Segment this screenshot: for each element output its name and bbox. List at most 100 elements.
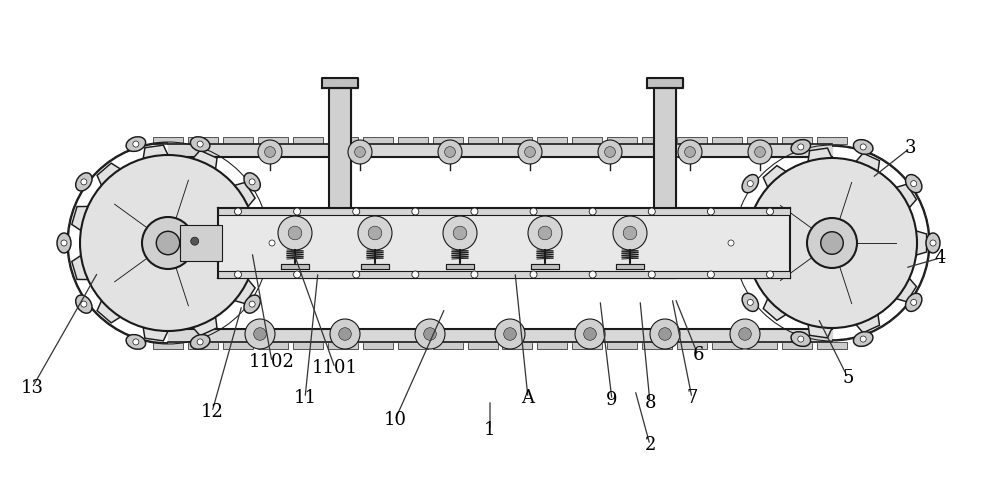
Polygon shape <box>72 256 88 280</box>
Polygon shape <box>193 317 217 336</box>
Circle shape <box>530 271 537 278</box>
Bar <box>258 137 288 144</box>
Polygon shape <box>739 207 755 231</box>
Polygon shape <box>72 206 88 230</box>
Bar <box>502 342 532 349</box>
Text: 8: 8 <box>644 394 656 412</box>
Circle shape <box>525 147 535 157</box>
Bar <box>502 137 532 144</box>
Bar <box>782 342 812 349</box>
Circle shape <box>930 240 936 246</box>
Bar <box>293 137 323 144</box>
Circle shape <box>495 319 525 349</box>
Ellipse shape <box>244 295 260 313</box>
Bar <box>218 271 790 278</box>
Text: A: A <box>522 389 534 407</box>
Circle shape <box>339 328 351 340</box>
Ellipse shape <box>126 137 146 152</box>
Circle shape <box>911 181 917 186</box>
Ellipse shape <box>190 137 210 152</box>
Bar <box>223 342 253 349</box>
Text: 13: 13 <box>20 379 44 397</box>
Text: 5: 5 <box>842 369 854 387</box>
Text: 4: 4 <box>934 249 946 267</box>
Circle shape <box>530 208 537 215</box>
Polygon shape <box>235 280 255 304</box>
Circle shape <box>81 179 87 185</box>
Text: 10: 10 <box>384 411 406 429</box>
Ellipse shape <box>791 332 811 347</box>
Circle shape <box>438 140 462 164</box>
Ellipse shape <box>791 140 811 154</box>
Bar <box>398 137 428 144</box>
Circle shape <box>728 240 734 246</box>
Circle shape <box>730 319 760 349</box>
Circle shape <box>471 208 478 215</box>
Circle shape <box>254 328 266 340</box>
Circle shape <box>575 319 605 349</box>
Ellipse shape <box>244 173 260 191</box>
Bar <box>782 137 812 144</box>
Circle shape <box>538 226 552 240</box>
Circle shape <box>605 147 615 157</box>
Ellipse shape <box>853 332 873 347</box>
Ellipse shape <box>906 174 922 193</box>
Circle shape <box>707 208 714 215</box>
Circle shape <box>234 208 242 215</box>
Bar <box>293 342 323 349</box>
Bar <box>468 342 498 349</box>
Circle shape <box>358 216 392 250</box>
Circle shape <box>648 208 655 215</box>
Circle shape <box>269 240 275 246</box>
Circle shape <box>424 328 436 340</box>
Text: 7: 7 <box>686 389 698 407</box>
Circle shape <box>61 240 67 246</box>
Bar <box>188 342 218 349</box>
Circle shape <box>353 271 360 278</box>
Circle shape <box>415 319 445 349</box>
Circle shape <box>648 271 655 278</box>
Circle shape <box>707 271 714 278</box>
Polygon shape <box>856 315 880 333</box>
Text: 3: 3 <box>904 139 916 157</box>
Bar <box>363 137 393 144</box>
Circle shape <box>353 208 360 215</box>
Circle shape <box>613 216 647 250</box>
Bar <box>258 342 288 349</box>
Bar <box>712 137 742 144</box>
Circle shape <box>755 147 765 157</box>
Circle shape <box>412 271 419 278</box>
Polygon shape <box>896 185 916 207</box>
Polygon shape <box>143 145 168 159</box>
Circle shape <box>249 301 255 307</box>
Bar <box>572 137 602 144</box>
Bar <box>747 137 777 144</box>
Polygon shape <box>193 151 217 169</box>
Circle shape <box>355 147 365 157</box>
Circle shape <box>245 319 275 349</box>
Circle shape <box>133 339 139 345</box>
Ellipse shape <box>76 173 92 191</box>
Circle shape <box>81 301 87 307</box>
Circle shape <box>443 216 477 250</box>
Circle shape <box>191 237 199 245</box>
Polygon shape <box>143 327 168 341</box>
Polygon shape <box>97 301 120 323</box>
Ellipse shape <box>742 174 758 193</box>
Text: 1102: 1102 <box>249 353 295 371</box>
Circle shape <box>265 147 275 157</box>
Bar <box>218 208 790 278</box>
Bar <box>677 137 707 144</box>
Circle shape <box>278 216 312 250</box>
Circle shape <box>294 271 301 278</box>
Circle shape <box>288 226 302 240</box>
Ellipse shape <box>906 293 922 312</box>
Circle shape <box>767 271 774 278</box>
Text: 12: 12 <box>201 403 223 421</box>
Circle shape <box>445 147 455 157</box>
Bar <box>537 137 567 144</box>
Circle shape <box>678 140 702 164</box>
Text: 2: 2 <box>644 436 656 454</box>
Bar <box>468 137 498 144</box>
Circle shape <box>911 299 917 305</box>
